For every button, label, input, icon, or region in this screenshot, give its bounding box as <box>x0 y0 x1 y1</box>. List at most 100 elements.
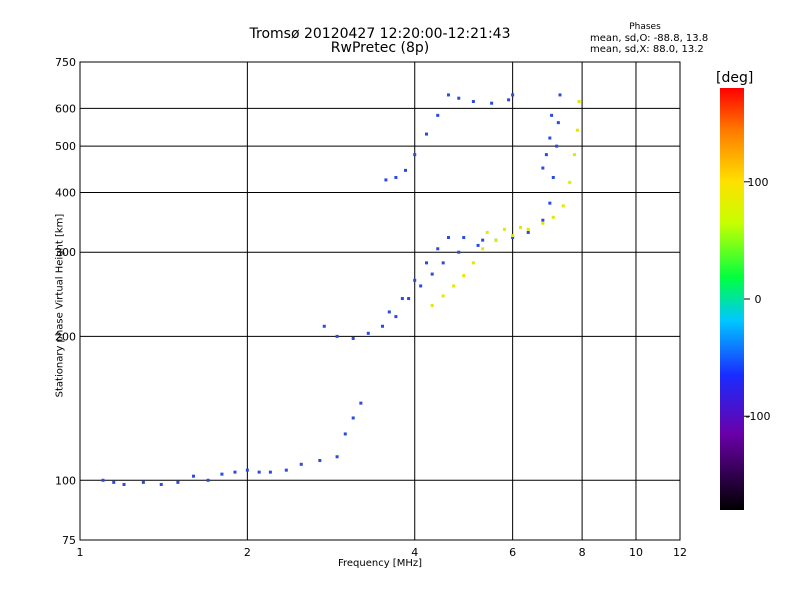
data-point <box>541 218 545 222</box>
data-point <box>558 93 562 97</box>
data-point <box>548 136 552 140</box>
data-point <box>481 247 485 251</box>
chart-subtitle: RwPretec (8p) <box>330 40 430 56</box>
plot-frame <box>79 61 681 541</box>
data-point <box>122 482 126 486</box>
data-point <box>511 93 515 97</box>
data-point <box>359 401 363 405</box>
data-point <box>159 482 163 486</box>
colorbar-tick-label: 0 <box>755 293 762 306</box>
data-point <box>462 236 466 240</box>
x-tick-label: 2 <box>244 546 251 559</box>
data-point <box>577 100 581 104</box>
data-point <box>404 168 408 172</box>
data-point <box>343 432 347 436</box>
data-point <box>387 310 391 314</box>
data-point <box>112 480 116 484</box>
data-point <box>561 204 565 208</box>
data-point <box>191 474 195 478</box>
data-point <box>436 113 440 117</box>
data-point <box>384 178 388 182</box>
data-point <box>101 478 105 482</box>
data-point <box>284 468 288 472</box>
y-tick-label: 750 <box>55 56 76 69</box>
data-point <box>441 261 445 265</box>
data-point <box>351 336 355 340</box>
data-point <box>436 247 440 251</box>
y-tick-label: 400 <box>55 186 76 199</box>
data-point <box>441 294 445 298</box>
data-point <box>471 261 475 265</box>
data-point <box>335 455 339 459</box>
data-point <box>490 101 494 105</box>
data-point <box>502 227 506 231</box>
data-point <box>413 153 417 157</box>
colorbar-ticks: -100 0 100 <box>744 176 770 423</box>
data-point <box>425 132 429 136</box>
data-point <box>551 175 555 179</box>
grid-lines <box>80 62 680 540</box>
data-point <box>394 175 398 179</box>
data-point <box>541 221 545 225</box>
data-point <box>351 416 355 420</box>
data-point <box>430 304 434 308</box>
data-point <box>335 334 339 338</box>
data-point <box>318 458 322 462</box>
data-point <box>519 225 523 229</box>
data-point <box>572 153 576 157</box>
data-point <box>494 238 498 242</box>
data-point <box>544 153 548 157</box>
data-point <box>526 230 530 234</box>
data-point <box>366 331 370 335</box>
y-tick-label: 500 <box>55 140 76 153</box>
x-tick-label: 12 <box>673 546 687 559</box>
phases-legend-title: Phases <box>629 22 661 32</box>
y-tick-label: 200 <box>55 330 76 343</box>
data-point <box>511 236 515 240</box>
data-point <box>457 250 461 254</box>
data-point <box>541 166 545 170</box>
y-tick-label: 75 <box>62 534 76 547</box>
data-points <box>101 93 581 486</box>
x-tick-label: 1 <box>77 546 84 559</box>
data-point <box>556 121 560 125</box>
data-point <box>446 93 450 97</box>
data-point <box>481 238 485 242</box>
data-point <box>245 468 249 472</box>
data-point <box>206 478 210 482</box>
data-point <box>551 215 555 219</box>
y-tick-labels: 75 100 200 300 400 500 600 750 <box>55 56 76 547</box>
phases-legend-x: mean, sd,X: 88.0, 13.2 <box>590 44 704 55</box>
y-tick-label: 100 <box>55 474 76 487</box>
data-point <box>550 113 554 117</box>
colorbar <box>720 88 744 510</box>
data-point <box>457 96 461 100</box>
x-tick-label: 8 <box>579 546 586 559</box>
x-tick-labels: 1 2 4 6 8 10 12 <box>77 546 688 559</box>
data-point <box>462 274 466 278</box>
colorbar-unit-label: [deg] <box>716 70 754 86</box>
data-point <box>576 128 580 132</box>
data-point <box>220 472 224 476</box>
data-point <box>555 144 559 148</box>
data-point <box>233 470 237 474</box>
y-tick-label: 600 <box>55 102 76 115</box>
data-point <box>526 227 530 231</box>
data-point <box>568 180 572 184</box>
x-tick-label: 4 <box>411 546 418 559</box>
x-tick-label: 10 <box>629 546 643 559</box>
data-point <box>257 470 261 474</box>
chart-title: Tromsø 20120427 12:20:00-12:21:43 <box>249 26 511 42</box>
data-point <box>430 272 434 276</box>
data-point <box>419 284 423 288</box>
data-point <box>476 243 480 247</box>
data-point <box>446 236 450 240</box>
data-point <box>425 261 429 265</box>
data-point <box>452 284 456 288</box>
x-tick-label: 6 <box>509 546 516 559</box>
y-tick-label: 300 <box>55 246 76 259</box>
data-point <box>485 230 489 234</box>
data-point <box>141 480 145 484</box>
data-point <box>394 315 398 319</box>
